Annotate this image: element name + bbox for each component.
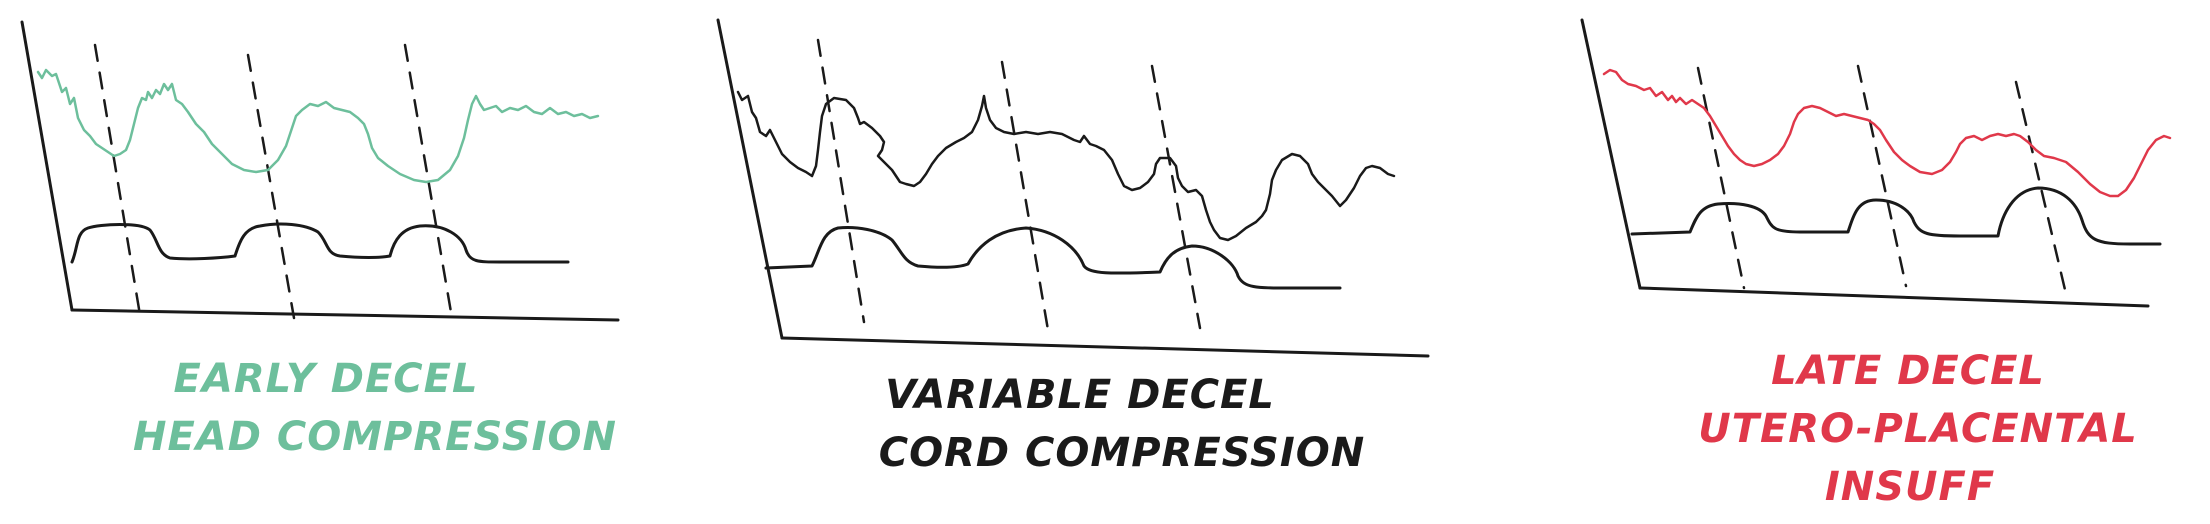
early-y-axis bbox=[20, 20, 74, 312]
label-late-line-3: INSUFF bbox=[1825, 464, 1995, 510]
variable-y-axis bbox=[716, 18, 784, 340]
label-late-line-1: LATE DECEL bbox=[1771, 348, 2045, 394]
label-variable: VARIABLE DECEL CORD COMPRESSION bbox=[879, 372, 1365, 476]
label-early-line-1: EARLY DECEL bbox=[174, 356, 479, 402]
panel-early bbox=[20, 20, 620, 322]
variable-contraction-curve bbox=[764, 226, 1342, 290]
variable-fhr-trace bbox=[736, 90, 1396, 242]
label-variable-line-2: CORD COMPRESSION bbox=[879, 430, 1365, 476]
late-x-axis bbox=[1638, 286, 2150, 308]
label-early-line-2: HEAD COMPRESSION bbox=[133, 414, 617, 460]
label-late-line-2: UTERO-PLACENTAL bbox=[1698, 406, 2138, 452]
label-late: LATE DECEL UTERO-PLACENTAL INSUFF bbox=[1698, 348, 2138, 510]
late-guide-1 bbox=[1696, 66, 1746, 290]
late-fhr-trace bbox=[1602, 68, 2172, 198]
late-guide-2 bbox=[1856, 64, 1908, 288]
label-variable-line-1: VARIABLE DECEL bbox=[885, 372, 1275, 418]
early-contraction-curve bbox=[70, 222, 570, 264]
late-y-axis bbox=[1580, 18, 1642, 290]
early-fhr-trace bbox=[36, 68, 600, 184]
early-guide-3 bbox=[403, 43, 454, 320]
late-guide-3 bbox=[2014, 80, 2068, 296]
panel-variable bbox=[716, 18, 1430, 358]
variable-guide-1 bbox=[816, 38, 866, 324]
label-early: EARLY DECEL HEAD COMPRESSION bbox=[133, 356, 617, 460]
early-guide-1 bbox=[93, 43, 142, 317]
variable-guide-3 bbox=[1150, 64, 1202, 330]
late-contraction-curve bbox=[1630, 186, 2162, 246]
variable-x-axis bbox=[780, 336, 1430, 358]
early-guide-2 bbox=[246, 53, 296, 320]
variable-guide-2 bbox=[1000, 60, 1050, 332]
panel-late bbox=[1580, 18, 2172, 308]
early-x-axis bbox=[70, 308, 620, 322]
